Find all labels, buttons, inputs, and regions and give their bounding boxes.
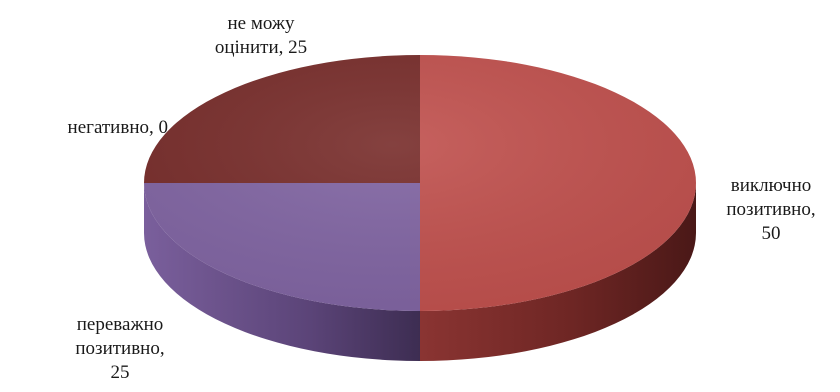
data-label-line: виключно	[730, 175, 812, 196]
data-label-vyklyuchno-pozytyvno: виключно позитивно, 50	[706, 174, 836, 246]
data-label-line: оцінити, 25	[214, 37, 308, 58]
pie-side-layer	[144, 183, 696, 361]
data-label-ne-mozhu-otsinyty: не можу оцінити, 25	[186, 12, 336, 60]
data-label-line: переважно	[76, 314, 164, 335]
data-label-line: позитивно,	[75, 338, 165, 359]
pie-top-sheen	[144, 55, 696, 311]
pie-side-1	[144, 183, 420, 361]
data-label-nehatyvno: негативно, 0	[0, 116, 168, 140]
data-label-perevazhno-pozytyvno: переважно позитивно, 25	[30, 313, 210, 385]
pie-top-layer	[144, 55, 696, 311]
data-label-line: не можу	[227, 13, 295, 34]
data-label-line: 25	[110, 362, 130, 383]
pie-side-0	[420, 183, 696, 361]
data-label-line: 50	[761, 223, 781, 244]
data-label-line: позитивно,	[726, 199, 816, 220]
data-label-line: негативно, 0	[67, 117, 168, 138]
